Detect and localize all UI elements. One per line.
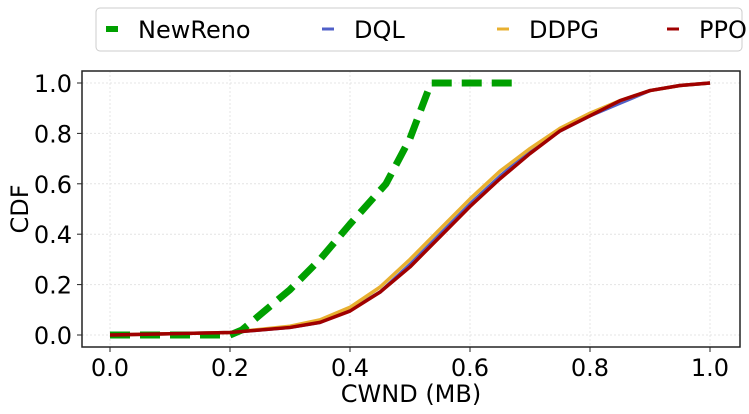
legend-label-ddpg: DDPG: [529, 16, 599, 44]
y-tick-label: 0.6: [34, 171, 72, 199]
ticks: 0.0 0.2 0.4 0.6 0.8 1.0 0.0 0.2 0.4 0.6 0.8 1.0: [34, 70, 729, 382]
x-axis-label: CWND (MB): [341, 380, 481, 408]
legend-box: [95, 7, 743, 52]
x-tick-label: 1.0: [691, 354, 729, 382]
x-tick-label: 0.6: [451, 354, 489, 382]
legend-label-ppo: PPO: [699, 16, 747, 44]
x-tick-label: 0.8: [571, 354, 609, 382]
y-tick-label: 1.0: [34, 70, 72, 98]
x-tick-label: 0.2: [211, 354, 249, 382]
y-axis-label: CDF: [6, 184, 34, 233]
series-lines: [109, 79, 711, 339]
series-line-dql: [109, 81, 711, 337]
series-line-ppo: [109, 81, 711, 337]
series-line-ddpg: [109, 81, 711, 337]
plot-frame: [81, 70, 741, 348]
y-tick-label: 0.8: [34, 120, 72, 148]
grid: [82, 71, 740, 347]
legend-label-newreno: NewReno: [138, 16, 251, 44]
y-tick-label: 0.2: [34, 272, 72, 300]
x-tick-label: 0.4: [331, 354, 369, 382]
series-line-newreno: [110, 79, 512, 339]
y-tick-label: 0.0: [34, 322, 72, 350]
legend-label-dql: DQL: [354, 16, 405, 44]
legend: NewReno DQL DDPG PPO: [95, 7, 747, 52]
x-tick-label: 0.0: [91, 354, 129, 382]
y-tick-label: 0.4: [34, 221, 72, 249]
